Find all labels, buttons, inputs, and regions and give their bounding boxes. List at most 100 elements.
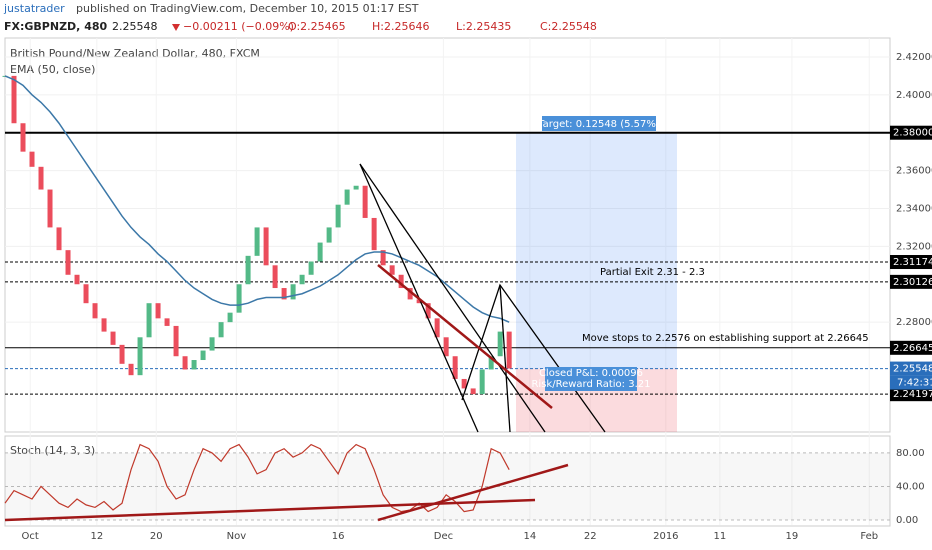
x-tick-label: 16 [332, 531, 345, 542]
y-tick-label: 2.34000 [896, 203, 932, 214]
candle [119, 344, 125, 364]
candle [182, 356, 188, 370]
price-tag-label: 2.26645 [893, 343, 932, 354]
pnl-box [545, 367, 637, 391]
candle [245, 255, 251, 285]
candle [281, 288, 287, 300]
candle [335, 204, 341, 228]
candle [407, 288, 413, 300]
x-tick-label: 20 [150, 531, 163, 542]
candle [470, 388, 476, 395]
x-tick-label: 14 [524, 531, 537, 542]
price-tag-label: 2.30126 [893, 277, 932, 288]
candle [254, 227, 260, 256]
candle [218, 322, 224, 338]
target-box [542, 116, 656, 131]
y-tick-label: 80.00 [896, 448, 925, 459]
x-tick-label: 19 [785, 531, 798, 542]
candle [380, 250, 386, 266]
y-tick-label: 0.00 [896, 515, 918, 526]
x-tick-label: 12 [90, 531, 103, 542]
price-tag-label: 2.25548 [893, 364, 932, 375]
stops-note: Move stops to 2.2576 on establishing sup… [582, 333, 869, 344]
candle [47, 189, 53, 228]
candle [173, 325, 179, 357]
candle [38, 166, 44, 190]
author[interactable]: justatrader [3, 2, 65, 15]
candle [299, 274, 305, 285]
y-tick-label: 2.36000 [896, 166, 932, 177]
price-tag-label: 2.24197 [893, 389, 932, 400]
candle [506, 331, 512, 369]
candle [101, 318, 107, 332]
candle [65, 250, 71, 275]
candle [236, 284, 242, 313]
candle [29, 151, 35, 167]
candle [416, 299, 422, 304]
countdown-tag [890, 375, 932, 390]
stoch-band [5, 452, 890, 520]
candle [137, 337, 143, 376]
candle [146, 303, 152, 338]
pnl-label: Closed P&L: 0.00096 [539, 368, 643, 379]
low: L:2.25435 [456, 20, 511, 33]
x-tick-label: Feb [860, 531, 878, 542]
candle [290, 284, 296, 300]
y-tick-label: 40.00 [896, 481, 925, 492]
candle [353, 185, 359, 190]
candle [497, 331, 503, 357]
candle [434, 318, 440, 338]
last: 2.25548 [112, 20, 158, 33]
rr-label: Risk/Reward Ratio: 3.21 [531, 379, 650, 390]
candle [56, 227, 62, 251]
partial-exit: Partial Exit 2.31 - 2.3 [600, 267, 705, 278]
price-tag-label: 2.31174 [893, 257, 932, 268]
candle [389, 265, 395, 275]
candle [362, 185, 368, 218]
candle [479, 369, 485, 395]
stoch-pane [4, 435, 891, 527]
candle [92, 303, 98, 319]
trend-line [359, 163, 546, 433]
candle [263, 227, 269, 266]
candle [425, 303, 431, 319]
price-tag [890, 255, 932, 270]
price-tag-label: 2.38000 [893, 128, 932, 139]
main-pane [4, 37, 891, 433]
candle [11, 75, 17, 124]
candle [191, 360, 197, 370]
x-tick-label: 11 [713, 531, 726, 542]
candle [443, 337, 449, 357]
x-tick-label: 2016 [653, 531, 678, 542]
price-tag [890, 340, 932, 355]
y-tick-label: 2.40000 [896, 90, 932, 101]
stoch-title: Stoch (14, 3, 3) [10, 444, 95, 457]
candle [308, 261, 314, 275]
candle [155, 303, 161, 319]
candle [461, 378, 467, 389]
x-tick-label: Dec [434, 531, 453, 542]
stoch-line [4, 443, 510, 513]
target-zone [516, 132, 677, 369]
candle [128, 363, 134, 376]
y-tick-label: 2.28000 [896, 317, 932, 328]
candle [371, 217, 377, 251]
candle [74, 274, 80, 285]
x-tick-label: Oct [22, 531, 39, 542]
change: −0.00211 (−0.09%) [183, 20, 294, 33]
candle [272, 265, 278, 289]
trend-line [499, 284, 511, 433]
y-tick-label: 2.42000 [896, 52, 932, 63]
candle [344, 189, 350, 205]
candle [110, 331, 116, 345]
price-tag [890, 274, 932, 289]
countdown: 7:42:31 [897, 378, 932, 389]
candle [227, 312, 233, 323]
candle [83, 284, 89, 304]
price-tag [890, 387, 932, 402]
trend-line [377, 264, 553, 409]
chart-title: British Pound/New Zealand Dollar, 480, F… [10, 47, 260, 60]
trend-line [4, 498, 536, 522]
candle [209, 337, 215, 351]
